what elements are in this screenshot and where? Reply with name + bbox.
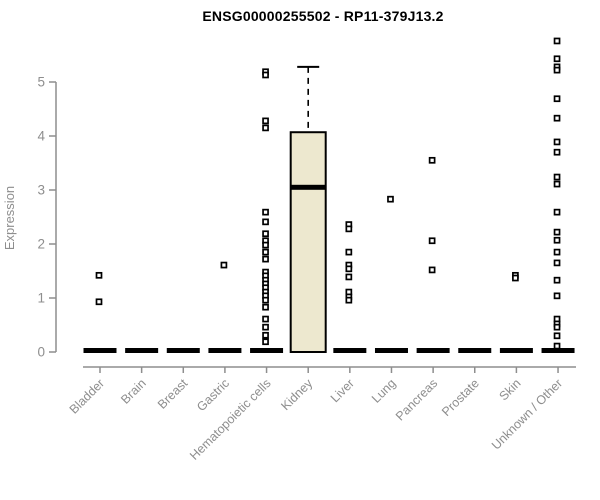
y-axis-title: Expression <box>2 186 17 250</box>
x-axis-label-pancreas: Pancreas <box>393 376 440 423</box>
outlier-point-liver <box>345 296 353 304</box>
outlier-point-hematopoietic-cells <box>262 124 269 132</box>
y-axis-tick-label: 3 <box>37 183 45 198</box>
outlier-point-unknown-other <box>553 323 561 331</box>
outlier-point-unknown-other <box>553 208 561 216</box>
outlier-point-unknown-other <box>553 248 561 256</box>
outlier-point-pancreas <box>428 156 436 164</box>
x-axis-label-brain: Brain <box>118 376 149 407</box>
collapsed-box-liver <box>333 348 367 353</box>
collapsed-box-brain <box>125 348 159 353</box>
y-axis-tick-label: 1 <box>37 291 45 306</box>
outlier-point-hematopoietic-cells <box>262 338 269 346</box>
outlier-point-unknown-other <box>553 228 561 236</box>
box-kidney <box>289 131 327 353</box>
outlier-point-unknown-other <box>553 148 561 156</box>
x-axis-label-prostate: Prostate <box>439 376 482 419</box>
x-axis-label-unknown-other: Unknown / Other <box>489 376 565 452</box>
outlier-point-hematopoietic-cells <box>262 323 269 331</box>
collapsed-box-bladder <box>83 348 117 353</box>
outlier-point-liver <box>345 265 353 273</box>
collapsed-box-pancreas <box>416 348 450 353</box>
collapsed-box-gastric <box>208 348 242 353</box>
outlier-point-hematopoietic-cells <box>262 255 269 263</box>
outlier-point-unknown-other <box>553 66 561 74</box>
outlier-point-unknown-other <box>553 37 561 45</box>
y-axis-tick-label: 2 <box>37 237 45 252</box>
outlier-point-skin <box>512 274 519 282</box>
x-axis-label-hematopoietic-cells: Hematopoietic cells <box>187 376 274 463</box>
outlier-point-hematopoietic-cells <box>262 208 269 216</box>
outlier-point-bladder <box>95 298 103 306</box>
y-axis-tick-label: 4 <box>37 129 45 144</box>
outlier-point-liver <box>345 273 353 281</box>
outlier-point-unknown-other <box>553 95 561 103</box>
outlier-point-unknown-other <box>553 332 561 340</box>
outlier-point-unknown-other <box>553 236 561 244</box>
collapsed-box-lung <box>374 348 408 353</box>
outlier-point-hematopoietic-cells <box>262 230 269 238</box>
collapsed-box-unknown-other <box>541 348 575 353</box>
median-kidney <box>290 184 326 190</box>
outlier-point-unknown-other <box>553 138 561 146</box>
outlier-point-hematopoietic-cells <box>262 71 269 79</box>
outlier-point-unknown-other <box>553 342 561 350</box>
x-axis-label-bladder: Bladder <box>67 376 107 416</box>
y-axis-tick-label: 0 <box>37 345 45 360</box>
outlier-point-liver <box>345 225 353 233</box>
outlier-point-unknown-other <box>553 259 561 267</box>
outlier-point-gastric <box>220 261 228 269</box>
collapsed-box-hematopoietic-cells <box>250 348 284 353</box>
x-axis-label-skin: Skin <box>496 376 523 403</box>
outlier-point-lung <box>387 195 394 203</box>
outlier-point-hematopoietic-cells <box>262 241 269 249</box>
outlier-point-pancreas <box>428 266 436 274</box>
x-axis-label-lung: Lung <box>369 376 399 406</box>
x-axis-label-liver: Liver <box>328 376 357 405</box>
outlier-point-pancreas <box>428 237 436 245</box>
outlier-point-hematopoietic-cells <box>262 296 269 304</box>
outlier-point-hematopoietic-cells <box>262 218 269 226</box>
x-axis-label-kidney: Kidney <box>278 376 315 413</box>
outlier-point-unknown-other <box>553 173 561 181</box>
chart-title: ENSG00000255502 - RP11-379J13.2 <box>202 8 444 24</box>
outlier-point-unknown-other <box>553 180 561 188</box>
x-axis-label-gastric: Gastric <box>194 376 232 414</box>
outlier-point-unknown-other <box>553 276 561 284</box>
y-axis-tick-label: 5 <box>37 75 45 90</box>
outlier-point-unknown-other <box>553 292 561 300</box>
outlier-point-unknown-other <box>553 55 561 63</box>
collapsed-box-prostate <box>458 348 492 353</box>
outlier-point-unknown-other <box>553 114 561 122</box>
outlier-point-hematopoietic-cells <box>262 331 269 339</box>
outlier-point-hematopoietic-cells <box>262 315 269 323</box>
outlier-point-bladder <box>95 271 103 279</box>
collapsed-box-skin <box>499 348 533 353</box>
outlier-point-hematopoietic-cells <box>262 117 269 125</box>
outlier-point-hematopoietic-cells <box>262 303 269 311</box>
collapsed-box-breast <box>166 348 200 353</box>
x-axis-label-breast: Breast <box>155 376 191 412</box>
outlier-point-liver <box>345 248 353 256</box>
outlier-point-hematopoietic-cells <box>262 248 269 256</box>
